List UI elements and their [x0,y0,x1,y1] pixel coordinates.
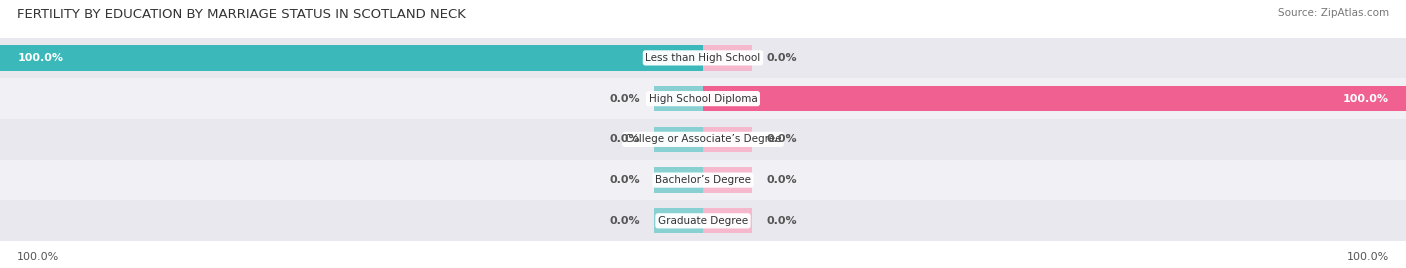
Text: 0.0%: 0.0% [609,216,640,226]
Bar [654,168,703,193]
Text: 100.0%: 100.0% [1343,94,1389,104]
Bar [703,86,1406,111]
Bar [703,127,752,152]
Text: 100.0%: 100.0% [17,53,63,63]
Bar [654,86,703,111]
Text: 0.0%: 0.0% [766,53,797,63]
Bar [0,78,1406,119]
Text: College or Associate’s Degree: College or Associate’s Degree [624,134,782,144]
Text: Less than High School: Less than High School [645,53,761,63]
Bar [703,208,752,233]
Text: 0.0%: 0.0% [609,134,640,144]
Text: Bachelor’s Degree: Bachelor’s Degree [655,175,751,185]
Bar [0,119,1406,160]
Bar [0,200,1406,241]
Bar [0,45,703,70]
Text: Source: ZipAtlas.com: Source: ZipAtlas.com [1278,8,1389,18]
Bar [0,160,1406,200]
Text: 0.0%: 0.0% [766,134,797,144]
Bar [703,168,752,193]
Text: FERTILITY BY EDUCATION BY MARRIAGE STATUS IN SCOTLAND NECK: FERTILITY BY EDUCATION BY MARRIAGE STATU… [17,8,465,21]
Text: High School Diploma: High School Diploma [648,94,758,104]
Text: 0.0%: 0.0% [609,175,640,185]
Bar [654,208,703,233]
Text: 100.0%: 100.0% [17,252,59,262]
Text: 0.0%: 0.0% [766,216,797,226]
Text: Graduate Degree: Graduate Degree [658,216,748,226]
Text: 0.0%: 0.0% [766,175,797,185]
Text: 0.0%: 0.0% [609,94,640,104]
Bar [703,45,752,70]
Text: 100.0%: 100.0% [1347,252,1389,262]
Bar [0,38,1406,78]
Bar [654,127,703,152]
